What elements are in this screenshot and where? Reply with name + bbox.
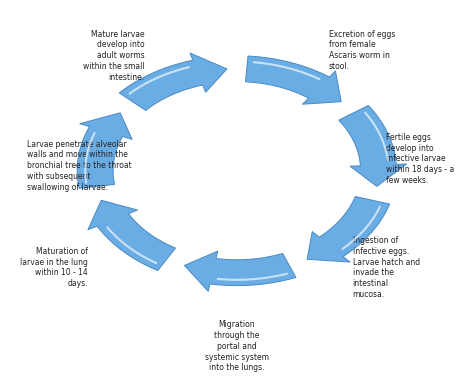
Polygon shape xyxy=(307,197,390,262)
Text: Maturation of
larvae in the lung
within 10 - 14
days.: Maturation of larvae in the lung within … xyxy=(20,247,88,288)
Polygon shape xyxy=(88,200,175,270)
Polygon shape xyxy=(184,251,296,291)
Polygon shape xyxy=(77,113,132,188)
Text: Ingestion of
infective eggs.
Larvae hatch and
invade the
intestinal
mucosa.: Ingestion of infective eggs. Larvae hatc… xyxy=(353,236,419,299)
Polygon shape xyxy=(119,53,227,111)
Polygon shape xyxy=(339,106,407,186)
Text: Mature larvae
develop into
adult worms
within the small
intestine.: Mature larvae develop into adult worms w… xyxy=(83,30,145,82)
Polygon shape xyxy=(246,56,341,104)
Text: Larvae penetrate alveolar
walls and move within the
bronchial tree to the throat: Larvae penetrate alveolar walls and move… xyxy=(27,139,131,192)
Text: Fertile eggs
develop into
infective larvae
within 18 days - a
few weeks.: Fertile eggs develop into infective larv… xyxy=(386,133,454,185)
Text: Excretion of eggs
from female
Ascaris worm in
stool.: Excretion of eggs from female Ascaris wo… xyxy=(329,30,395,71)
Text: Migration
through the
portal and
systemic system
into the lungs.: Migration through the portal and systemi… xyxy=(205,320,269,372)
